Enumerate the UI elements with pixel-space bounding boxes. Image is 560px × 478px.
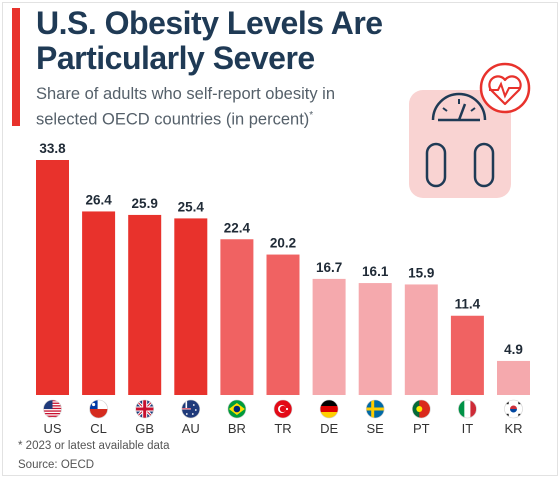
category-label-de: DE [320,421,338,436]
flag-au-icon [181,399,201,419]
category-label-tr: TR [274,421,291,436]
category-label-pt: PT [413,421,430,436]
category-label-se: SE [367,421,385,436]
bar-cl [82,211,116,395]
subtitle-footnote-mark: * [309,110,314,121]
value-label-tr: 20.2 [270,236,296,251]
flag-de-icon [319,399,339,419]
flag-cl-icon [89,399,108,419]
chart-subtitle: Share of adults who self-report obesity … [36,84,396,131]
bar-kr [497,360,530,395]
flag-us-icon [43,399,62,419]
accent-bar [12,8,20,126]
value-label-au: 25.4 [178,199,205,214]
bar-de [312,278,346,395]
value-label-it: 11.4 [455,297,481,312]
value-label-cl: 26.4 [85,192,112,207]
chart-title: U.S. Obesity Levels Are Particularly Sev… [36,5,383,76]
flag-se-icon [365,399,385,419]
value-label-kr: 4.9 [504,342,523,357]
bar-se [358,283,392,395]
bar-us [36,160,69,395]
bar-pt [404,284,438,395]
bar-gb [128,214,162,395]
category-label-kr: KR [504,421,522,436]
flag-pt-icon [411,399,431,419]
bar-br [220,239,254,395]
value-label-de: 16.7 [316,260,342,275]
scale-with-heart-icon [409,62,531,198]
bar-au [174,218,208,395]
source: Source: OECD [18,459,95,471]
category-label-it: IT [462,421,474,436]
category-label-au: AU [182,421,200,436]
footnote: * 2023 or latest available data [18,440,170,452]
flag-br-icon [227,399,247,419]
value-label-se: 16.1 [362,264,389,279]
category-label-gb: GB [135,421,154,436]
value-label-br: 22.4 [224,220,251,235]
value-label-pt: 15.9 [408,265,434,280]
flag-gb-icon [135,399,154,419]
value-label-us: 33.8 [39,141,66,156]
flag-it-icon [458,399,477,419]
category-label-us: US [43,421,61,436]
subtitle-text: Share of adults who self-report obesity … [36,85,335,129]
flag-kr-icon [504,399,523,419]
bar-tr [266,254,300,395]
value-label-gb: 25.9 [132,196,158,211]
category-label-cl: CL [90,421,107,436]
flag-tr-icon [273,399,293,419]
category-label-br: BR [228,421,246,436]
bar-it [450,315,484,395]
